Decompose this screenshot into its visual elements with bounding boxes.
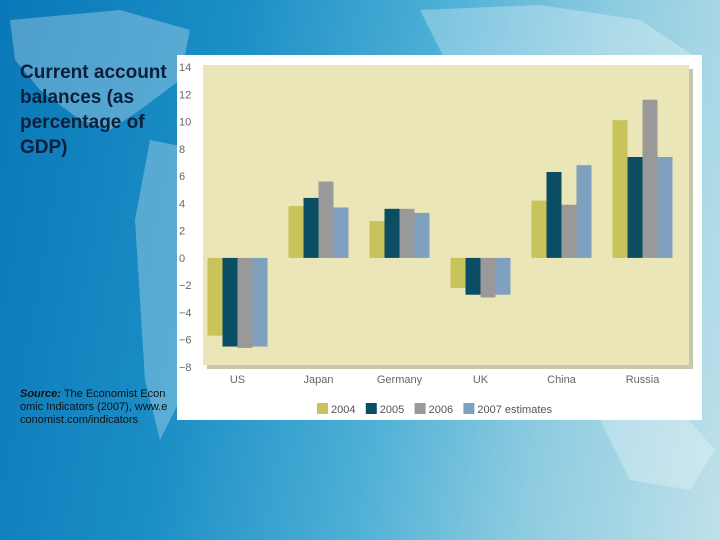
legend-swatch: [317, 403, 328, 414]
y-tick-label: 4: [179, 198, 185, 210]
y-tick-label: 12: [179, 89, 191, 101]
bar: [222, 257, 238, 347]
bar: [657, 157, 673, 258]
source-text: The Economist Economic Indicators (2007)…: [20, 388, 168, 426]
y-tick-label: −6: [179, 335, 192, 347]
bar: [399, 208, 415, 258]
bar: [627, 157, 643, 258]
y-tick-label: 10: [179, 117, 191, 129]
bar: [531, 200, 547, 258]
bar: [237, 257, 253, 348]
bar: [414, 212, 430, 258]
y-tick-label: −8: [179, 362, 192, 374]
category-label: Russia: [626, 374, 661, 386]
bar: [303, 197, 319, 258]
y-tick-label: 2: [179, 226, 185, 238]
source-label: Source:: [20, 388, 61, 400]
legend-label: 2006: [429, 404, 453, 416]
category-label: China: [547, 374, 577, 386]
y-tick-label: −4: [179, 307, 192, 319]
current-account-chart: 14 12 10 8 6 4 2 0 −2 −4 −6 −8 US Japan Germany UK China…: [179, 62, 693, 416]
legend-label: 2007 estimates: [477, 404, 552, 416]
bar: [465, 257, 481, 295]
chart-card: 14 12 10 8 6 4 2 0 −2 −4 −6 −8 US Japan Germany UK China…: [177, 55, 702, 420]
bar: [318, 181, 334, 258]
source-note: Source: The Economist Economic Indicator…: [20, 388, 170, 427]
bar: [288, 206, 304, 258]
legend-swatch: [365, 403, 377, 414]
legend-label: 2005: [380, 404, 404, 416]
y-tick-label: −2: [179, 280, 192, 292]
bar: [576, 165, 592, 258]
category-label: Japan: [304, 374, 334, 386]
bar: [642, 99, 658, 258]
bar: [369, 221, 385, 258]
plot-area: [203, 65, 689, 365]
bar: [561, 204, 577, 258]
bar: [480, 257, 496, 298]
legend-swatch: [414, 403, 426, 414]
bar: [450, 257, 466, 288]
category-label: Germany: [377, 374, 423, 386]
bar: [333, 207, 349, 258]
bar: [546, 172, 562, 258]
bar: [495, 257, 511, 295]
bar: [612, 120, 628, 258]
bar: [207, 257, 223, 336]
slide-title: Current account balances (as percentage …: [20, 62, 167, 158]
legend-label: 2004: [331, 404, 355, 416]
bar: [252, 257, 268, 347]
y-tick-label: 14: [179, 62, 191, 74]
y-tick-label: 6: [179, 171, 185, 183]
category-label: UK: [473, 374, 489, 386]
legend-swatch: [463, 403, 475, 414]
y-tick-label: 8: [179, 144, 185, 156]
bar: [384, 208, 400, 258]
category-label: US: [230, 374, 245, 386]
y-tick-label: 0: [179, 253, 185, 265]
